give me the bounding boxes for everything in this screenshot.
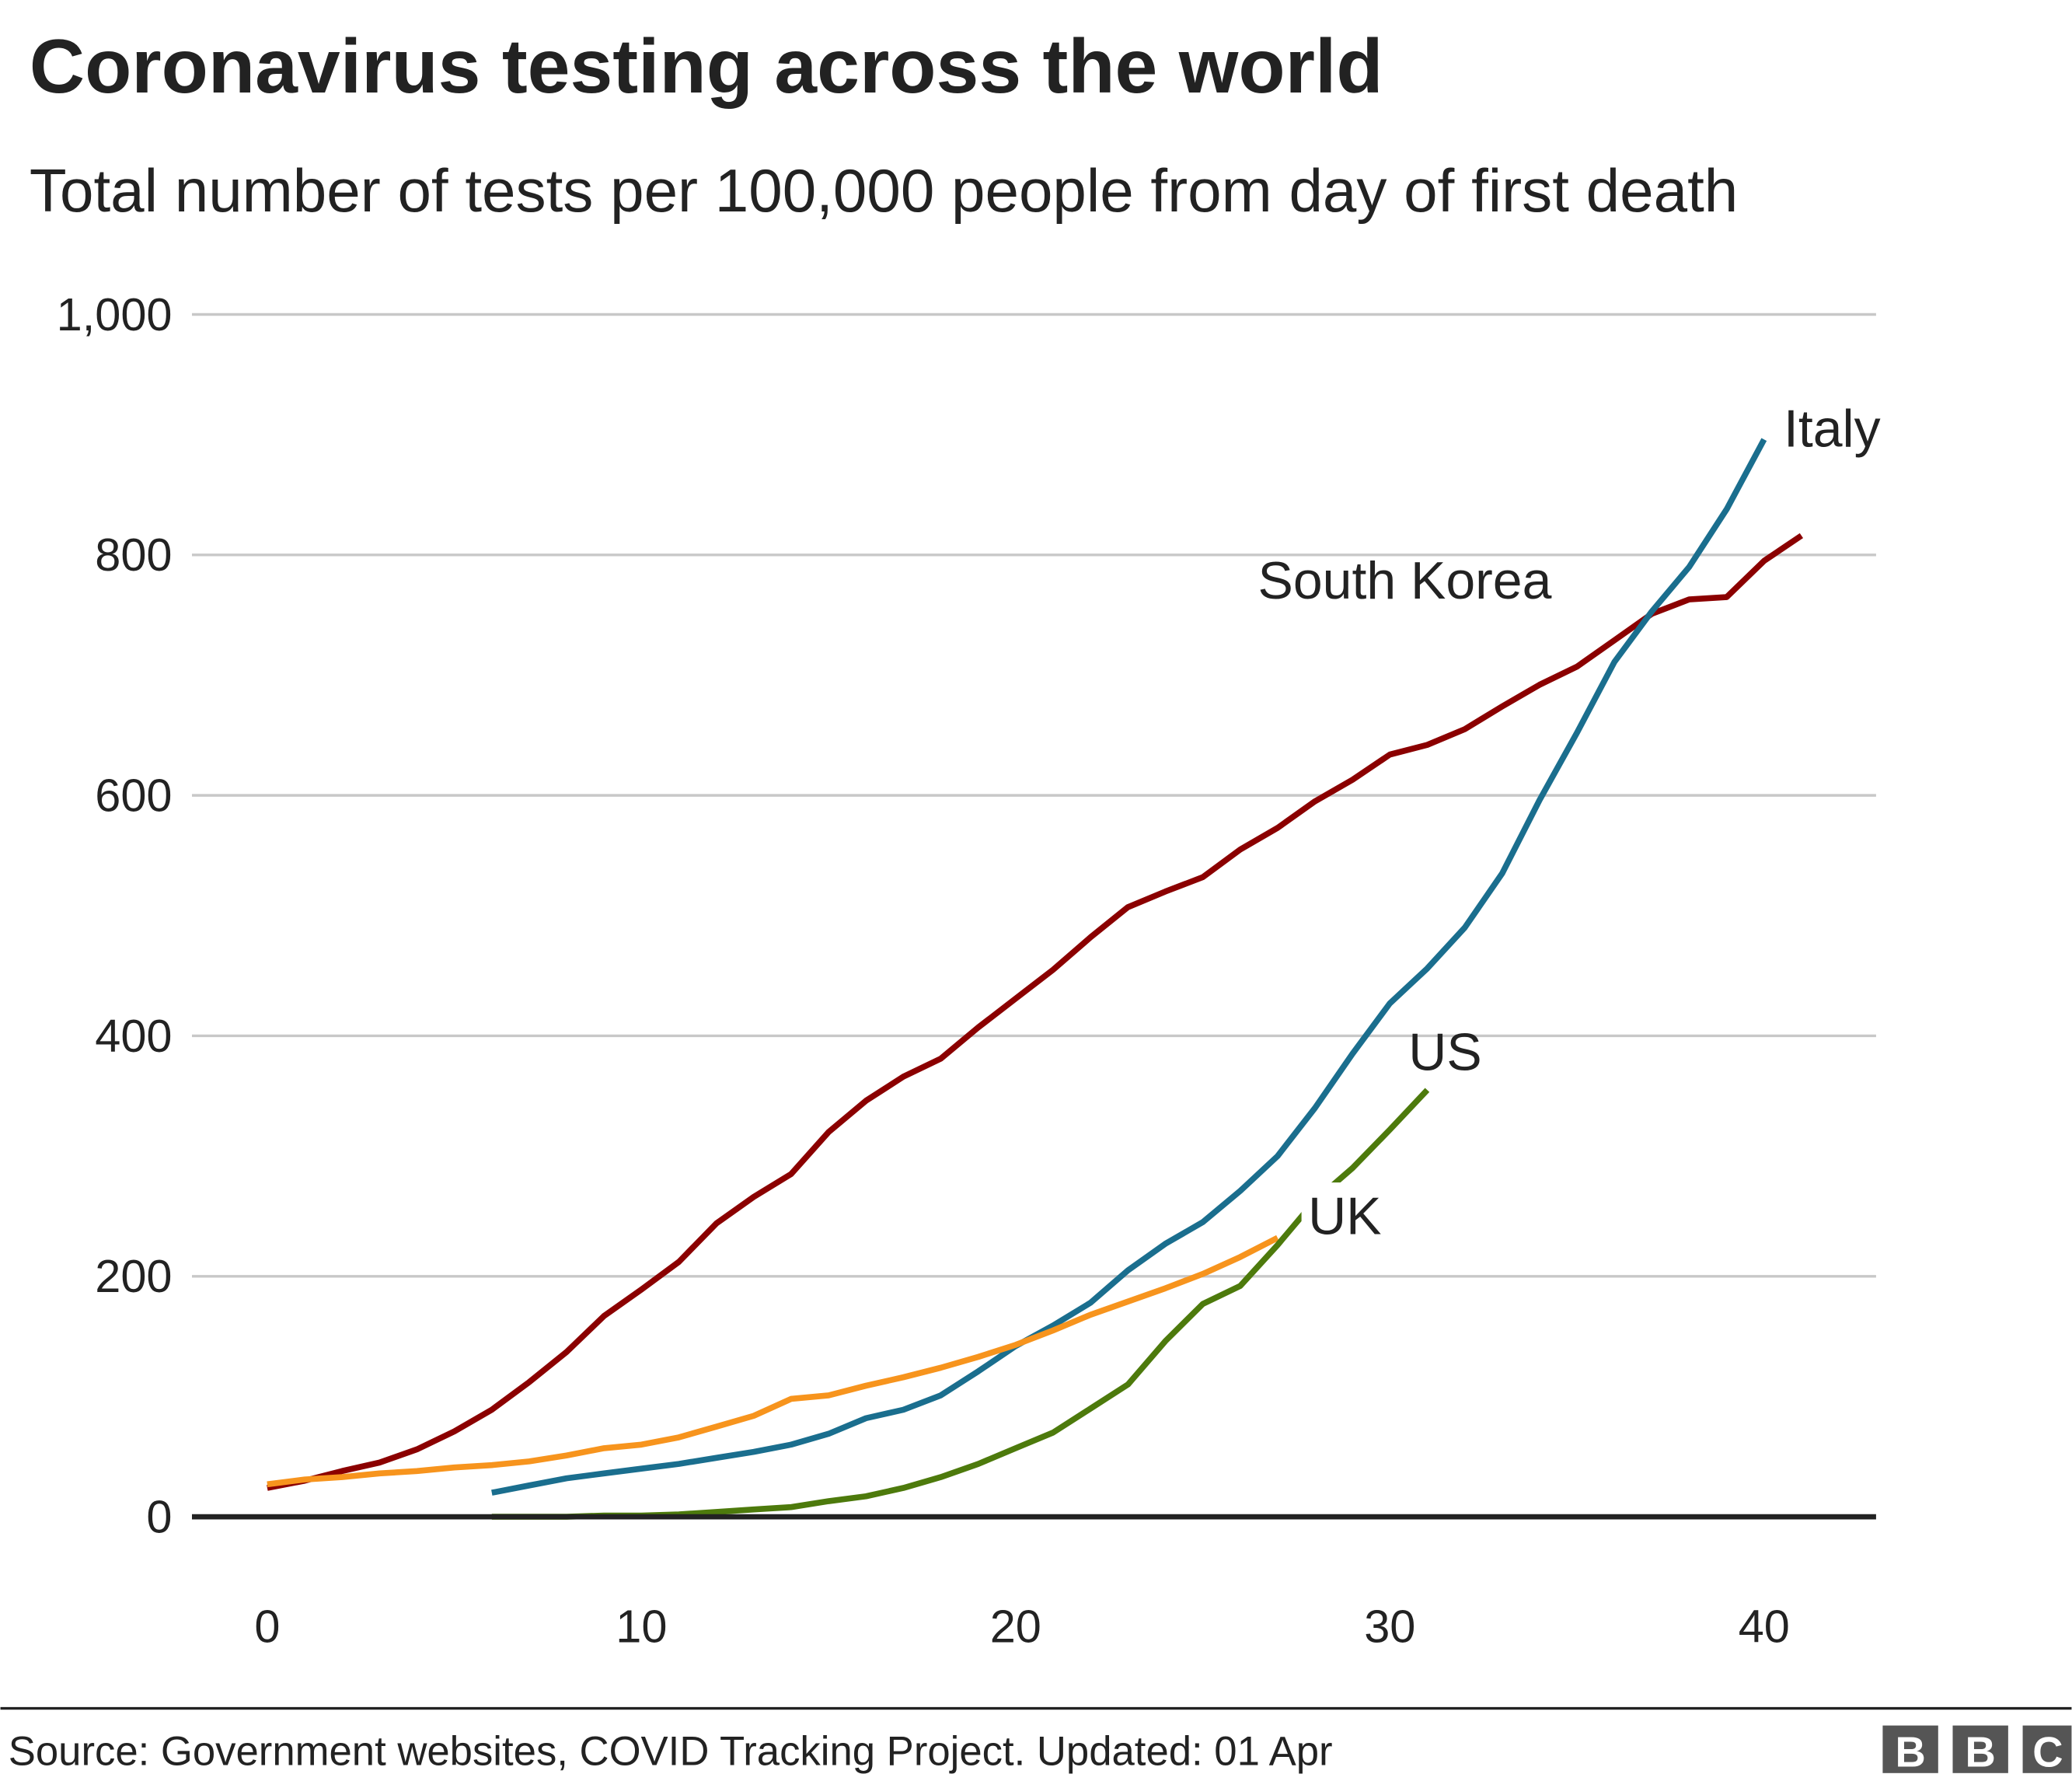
x-axis: 0 10 20 30 40 [254, 1601, 1790, 1653]
x-tick-label: 40 [1739, 1601, 1790, 1653]
y-tick-label: 800 [95, 529, 172, 581]
series-line-uk [491, 1088, 1430, 1520]
label-us: US [1408, 1023, 1481, 1082]
x-tick-label: 30 [1364, 1601, 1415, 1653]
series-line-italy [491, 438, 1767, 1496]
chart-subtitle: Total number of tests per 100,000 people… [30, 156, 1738, 225]
y-tick-label: 200 [95, 1250, 172, 1302]
x-tick-label: 10 [616, 1601, 667, 1653]
svg-text:B: B [1895, 1728, 1925, 1776]
bbc-logo: B B C [1882, 1725, 2072, 1776]
svg-text:C: C [2032, 1728, 2063, 1776]
series-line-south-korea [267, 533, 1804, 1491]
chart-title: Coronavirus testing across the world [30, 23, 1383, 109]
series-lines [191, 438, 1876, 1520]
gridlines [191, 313, 1876, 1278]
uk-label-halo [1301, 1182, 1394, 1249]
source-note: Source: Government websites, COVID Track… [9, 1729, 1333, 1775]
x-tick-label: 20 [990, 1601, 1041, 1653]
y-tick-label: 600 [95, 770, 172, 822]
series-line-us [267, 1234, 1279, 1488]
y-tick-label: 400 [95, 1010, 172, 1062]
y-tick-label: 1,000 [57, 288, 173, 340]
label-south-korea: South Korea [1258, 551, 1552, 610]
y-axis: 0 200 400 600 800 1,000 [57, 288, 173, 1543]
label-uk: UK [1308, 1186, 1381, 1245]
label-italy: Italy [1784, 399, 1881, 458]
svg-text:B: B [1966, 1728, 1996, 1776]
y-tick-label: 0 [146, 1490, 172, 1542]
x-tick-label: 0 [254, 1601, 280, 1653]
